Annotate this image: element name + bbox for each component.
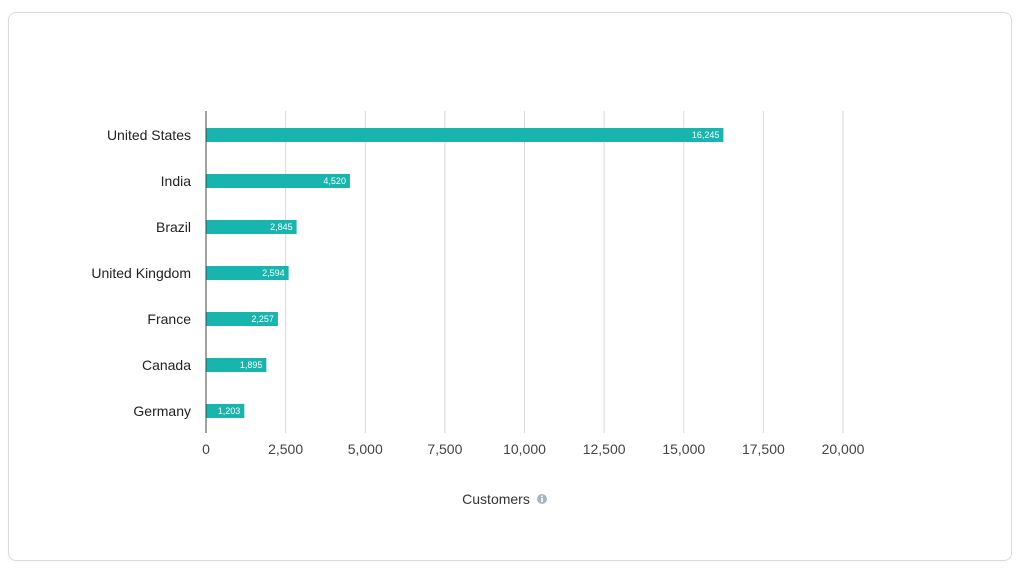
bar-value-label: 2,257 xyxy=(251,314,274,324)
category-label: United Kingdom xyxy=(91,265,191,281)
bar-value-label: 1,203 xyxy=(218,406,241,416)
bar[interactable] xyxy=(206,404,245,418)
x-axis-title: Customers xyxy=(462,491,530,507)
bar-value-label: 16,245 xyxy=(692,130,720,140)
x-tick-label: 15,000 xyxy=(662,441,705,457)
category-label: Canada xyxy=(142,357,191,373)
category-label: United States xyxy=(107,127,191,143)
x-tick-label: 5,000 xyxy=(348,441,383,457)
x-tick-label: 7,500 xyxy=(427,441,462,457)
category-labels: United States India Brazil United Kingdom Fr… xyxy=(91,127,191,419)
bars: 16,245 4,520 2,845 2,594 2,257 1,895 1,203 xyxy=(206,128,724,418)
chart-card xyxy=(8,12,1012,561)
x-tick-label: 2,500 xyxy=(268,441,303,457)
x-tick-labels: 0 2,500 5,000 7,500 10,000 12,500 15,000 17,500… xyxy=(202,441,865,457)
bar[interactable] xyxy=(206,312,278,326)
bar[interactable] xyxy=(206,128,724,142)
x-axis-title-group: Customers xyxy=(462,491,547,507)
category-label: France xyxy=(147,311,191,327)
x-tick-label: 20,000 xyxy=(822,441,865,457)
bar-value-label: 1,895 xyxy=(240,360,263,370)
bar[interactable] xyxy=(206,266,289,280)
info-icon[interactable] xyxy=(537,494,547,504)
bar-value-label: 4,520 xyxy=(323,176,346,186)
x-tick-label: 17,500 xyxy=(742,441,785,457)
bar[interactable] xyxy=(206,174,350,188)
bar[interactable] xyxy=(206,220,297,234)
x-tick-label: 0 xyxy=(202,441,210,457)
bar[interactable] xyxy=(206,358,267,372)
category-label: Brazil xyxy=(156,219,191,235)
bar-value-label: 2,594 xyxy=(262,268,285,278)
x-tick-label: 10,000 xyxy=(503,441,546,457)
x-tick-label: 12,500 xyxy=(583,441,626,457)
category-label: India xyxy=(161,173,192,189)
bar-value-label: 2,845 xyxy=(270,222,293,232)
grid-lines xyxy=(285,111,844,433)
category-label: Germany xyxy=(133,403,191,419)
